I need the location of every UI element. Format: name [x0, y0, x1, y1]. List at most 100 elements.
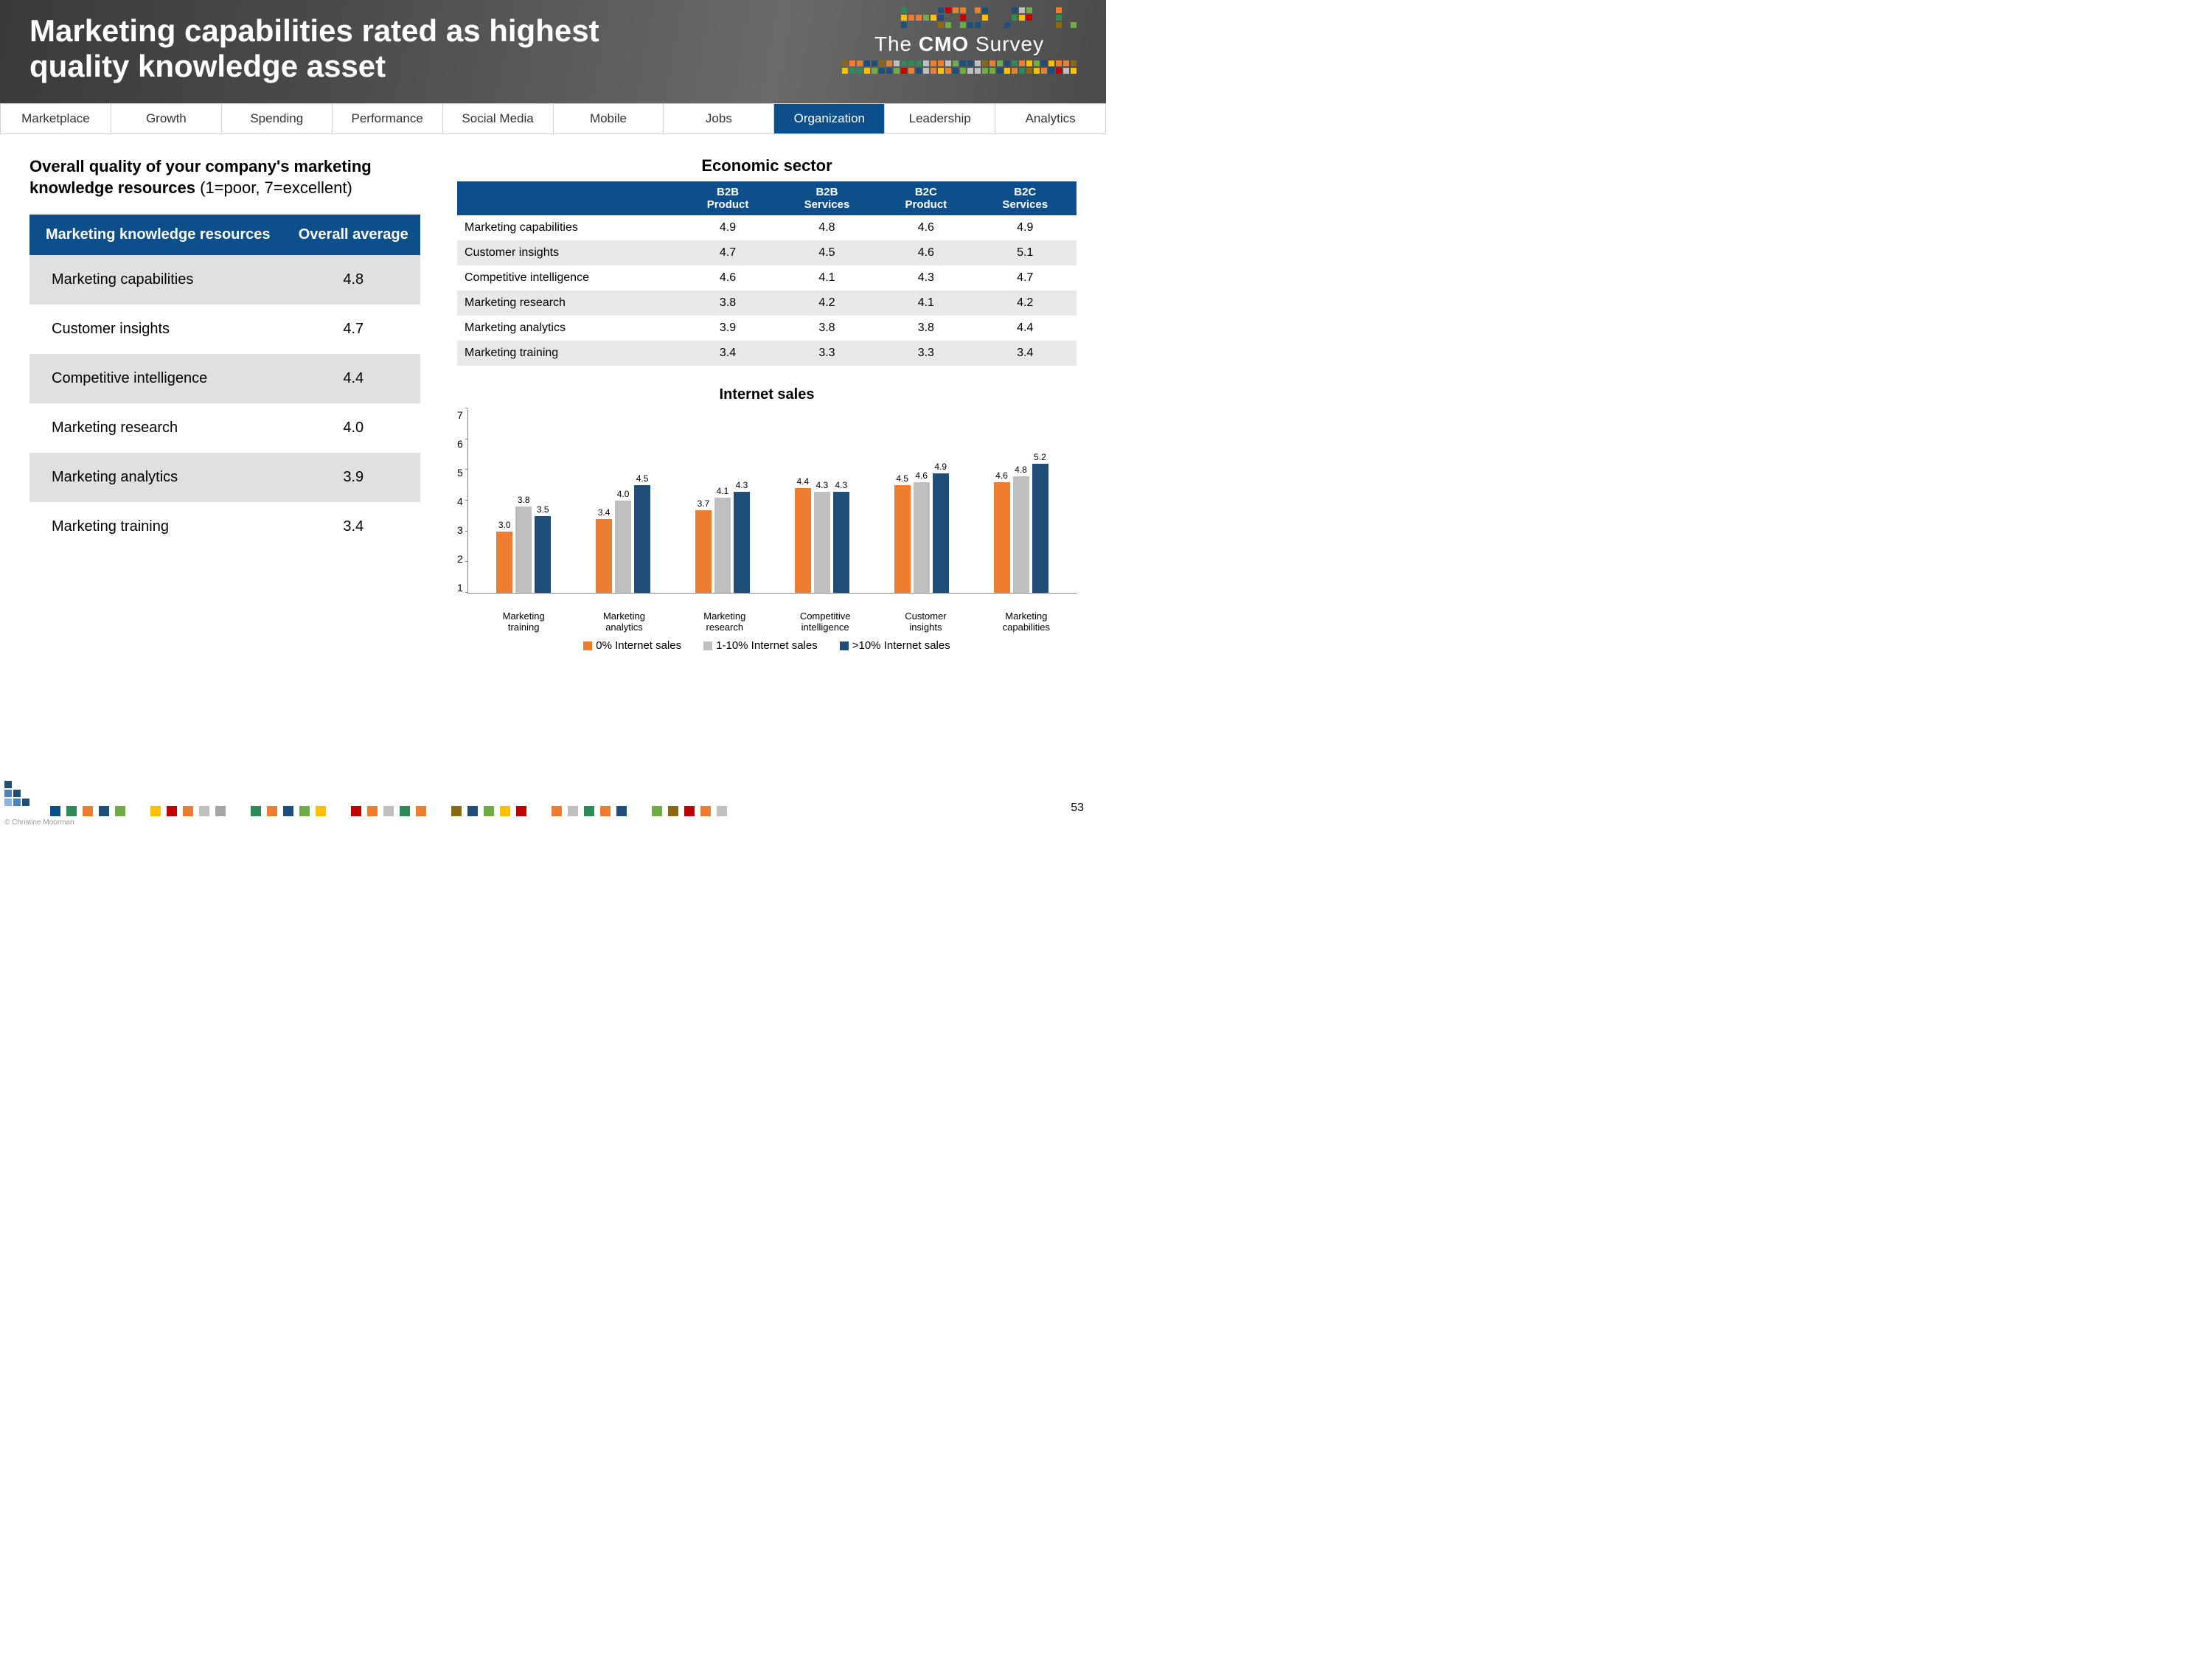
bar: 4.5	[634, 485, 650, 593]
cell-value: 3.4	[680, 341, 775, 366]
footer-square-icon	[199, 806, 209, 816]
bar: 4.1	[714, 498, 731, 593]
row-label: Marketing analytics	[29, 453, 287, 502]
footer-square-icon	[552, 806, 562, 816]
bar-value-label: 4.5	[896, 473, 908, 484]
footer-square-icon	[484, 806, 494, 816]
row-label: Marketing capabilities	[29, 255, 287, 305]
bar-value-label: 4.8	[1015, 465, 1027, 475]
x-tick-label: Marketingresearch	[692, 611, 758, 633]
chart-plot-area: 3.03.83.53.44.04.53.74.14.34.44.34.34.54…	[467, 409, 1077, 594]
title-line-1: Marketing capabilities rated as highest	[29, 13, 599, 48]
page-number: 53	[1071, 801, 1084, 815]
x-tick-label: Marketingtraining	[490, 611, 557, 633]
legend-item: >10% Internet sales	[840, 639, 950, 652]
main-th-2: Overall average	[287, 215, 420, 255]
nav-tab-social-media[interactable]: Social Media	[443, 104, 554, 133]
row-value: 4.7	[287, 305, 420, 354]
bar-value-label: 3.8	[518, 495, 530, 505]
row-label: Marketing training	[29, 502, 287, 552]
nav-tab-jobs[interactable]: Jobs	[664, 104, 774, 133]
row-value: 3.9	[287, 453, 420, 502]
bar-value-label: 4.6	[995, 470, 1008, 481]
left-column: Overall quality of your company's market…	[29, 156, 420, 652]
nav-tab-spending[interactable]: Spending	[222, 104, 333, 133]
nav-tab-performance[interactable]: Performance	[333, 104, 443, 133]
footer-square-icon	[717, 806, 727, 816]
footer-square-icon	[150, 806, 161, 816]
nav-tab-leadership[interactable]: Leadership	[885, 104, 995, 133]
nav-tab-marketplace[interactable]: Marketplace	[1, 104, 111, 133]
nav-tab-mobile[interactable]: Mobile	[554, 104, 664, 133]
legend-item: 1-10% Internet sales	[703, 639, 818, 652]
bar-value-label: 4.5	[636, 473, 649, 484]
chart-y-axis: 7654321	[457, 409, 467, 594]
footer-square-icon	[383, 806, 394, 816]
nav-tab-analytics[interactable]: Analytics	[995, 104, 1105, 133]
bar-value-label: 4.9	[934, 462, 947, 472]
footer-square-icon	[700, 806, 711, 816]
cell-value: 4.4	[974, 316, 1077, 341]
row-label: Marketing capabilities	[457, 215, 680, 240]
table-row: Marketing capabilities4.94.84.64.9	[457, 215, 1077, 240]
bar-value-label: 3.0	[498, 520, 511, 530]
cell-value: 4.7	[680, 240, 775, 265]
bar-value-label: 4.3	[736, 480, 748, 490]
logo-post: Survey	[969, 32, 1044, 55]
cell-value: 4.9	[974, 215, 1077, 240]
row-value: 4.4	[287, 354, 420, 403]
footer-square-icon	[183, 806, 193, 816]
footer-square-icon	[416, 806, 426, 816]
sector-th	[457, 181, 680, 215]
cell-value: 4.6	[878, 240, 973, 265]
legend-swatch-icon	[583, 641, 592, 650]
chart-x-labels: MarketingtrainingMarketinganalyticsMarke…	[457, 611, 1077, 633]
copyright-text: © Christine Moorman	[4, 818, 74, 827]
sector-th: B2CServices	[974, 181, 1077, 215]
right-column: Economic sector B2BProductB2BServicesB2C…	[457, 156, 1077, 652]
footer-square-icon	[652, 806, 662, 816]
y-tick: 5	[457, 467, 463, 479]
cell-value: 4.5	[776, 240, 878, 265]
bar: 3.8	[515, 507, 532, 593]
table-row: Competitive intelligence4.64.14.34.7	[457, 265, 1077, 291]
y-tick: 6	[457, 438, 463, 450]
title-line-2: quality knowledge asset	[29, 49, 386, 83]
sector-heading: Economic sector	[457, 156, 1077, 175]
bar: 3.4	[596, 519, 612, 593]
footer-square-icon	[367, 806, 378, 816]
chart-title: Internet sales	[457, 386, 1077, 403]
footer-square-icon	[584, 806, 594, 816]
bar-value-label: 5.2	[1034, 452, 1046, 462]
row-value: 3.4	[287, 502, 420, 552]
bar: 3.7	[695, 510, 712, 594]
bar-value-label: 3.7	[698, 498, 710, 509]
footer-square-icon	[83, 806, 93, 816]
row-label: Competitive intelligence	[29, 354, 287, 403]
bar-value-label: 4.3	[835, 480, 847, 490]
bar: 4.6	[914, 482, 930, 593]
footer-square-icon	[299, 806, 310, 816]
footer-square-icon	[115, 806, 125, 816]
logo-bold: CMO	[919, 32, 969, 55]
bar-group: 4.5 4.6 4.9	[894, 409, 949, 593]
footer-square-icon	[684, 806, 695, 816]
cell-value: 3.8	[776, 316, 878, 341]
footer-square-icon	[316, 806, 326, 816]
cell-value: 5.1	[974, 240, 1077, 265]
footer-square-icon	[50, 806, 60, 816]
nav-tab-growth[interactable]: Growth	[111, 104, 222, 133]
footer-square-icon	[215, 806, 226, 816]
row-value: 4.0	[287, 403, 420, 453]
row-value: 4.8	[287, 255, 420, 305]
nav-tab-organization[interactable]: Organization	[774, 104, 885, 133]
chart-legend: 0% Internet sales1-10% Internet sales>10…	[457, 639, 1077, 652]
cell-value: 4.3	[878, 265, 973, 291]
bar: 3.5	[535, 516, 551, 593]
cell-value: 3.4	[974, 341, 1077, 366]
footer-square-icon	[568, 806, 578, 816]
row-label: Competitive intelligence	[457, 265, 680, 291]
bar: 4.6	[994, 482, 1010, 593]
bar: 4.3	[734, 492, 750, 594]
sector-th: B2BProduct	[680, 181, 775, 215]
